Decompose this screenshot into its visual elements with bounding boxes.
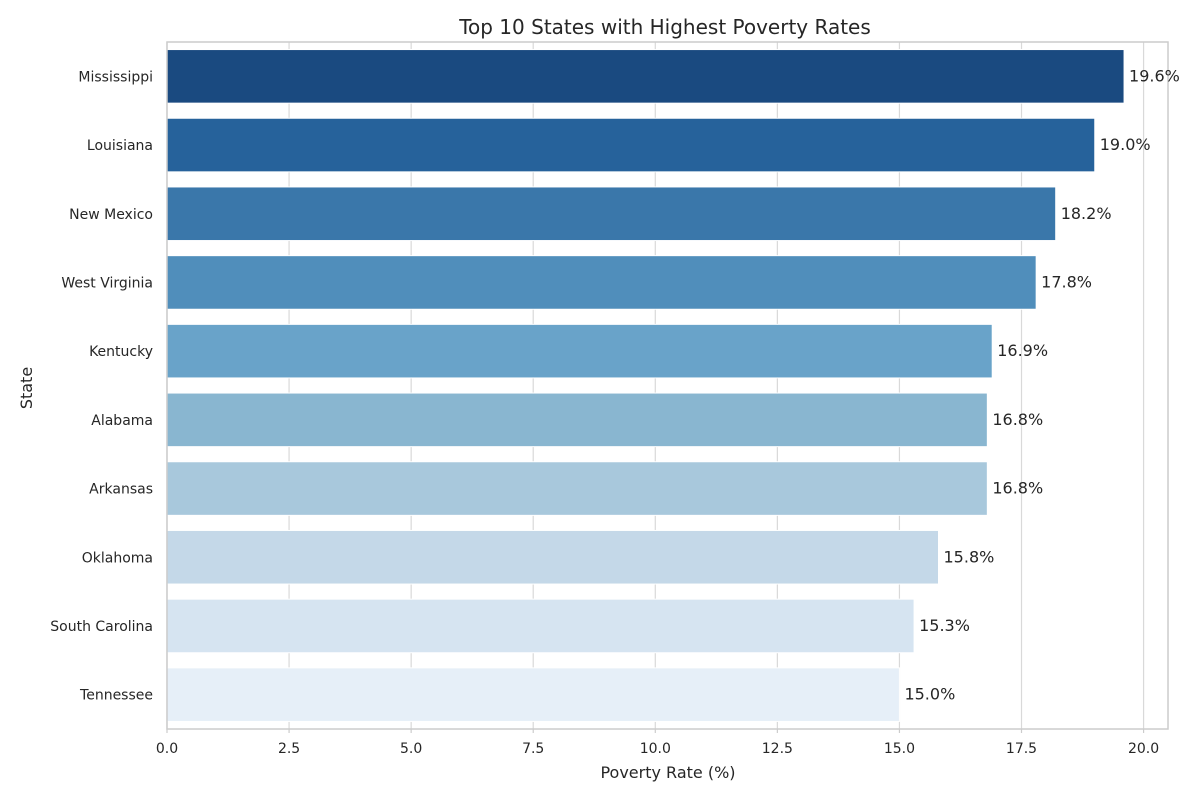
bar [166,117,1096,173]
data-label: 16.9% [997,341,1048,360]
bar [166,461,988,516]
x-tick-label: 15.0 [884,741,915,757]
y-tick-label: Oklahoma [82,550,153,566]
data-label: 17.8% [1041,272,1092,291]
y-tick-label: New Mexico [69,207,153,223]
data-label: 16.8% [992,410,1043,429]
y-tick-label: Alabama [91,413,153,429]
x-tick-label: 17.5 [1006,741,1037,757]
y-tick-label: Mississippi [78,69,153,85]
data-label: 15.8% [944,547,995,566]
x-tick-label: 10.0 [640,741,671,757]
chart-title: Top 10 States with Highest Poverty Rates [458,15,871,39]
data-label: 15.3% [919,616,970,635]
plot-frame [166,41,1169,730]
y-tick-label: Kentucky [89,344,153,360]
x-axis-label: Poverty Rate (%) [600,763,735,782]
y-tick-label: Arkansas [89,482,153,498]
y-tick-label: South Carolina [50,619,153,635]
x-tick-label: 0.0 [156,741,178,757]
x-axis-ticks: 0.0 2.5 5.0 7.5 10.0 12.5 15.0 17.5 20.0 [156,729,1159,757]
bar-layer [166,49,1125,722]
data-label: 16.8% [992,479,1043,498]
x-tick-label: 5.0 [400,741,422,757]
x-tick-label: 7.5 [522,741,544,757]
bar [166,186,1057,242]
bar [166,529,940,585]
y-axis-label: State [17,367,36,409]
data-label: 19.0% [1100,135,1151,154]
data-label: 19.6% [1129,66,1180,85]
bar [166,49,1125,104]
y-tick-label: Tennessee [79,688,153,704]
y-axis-ticks: Mississippi Louisiana New Mexico West Virgi… [50,69,153,703]
bar [166,323,993,379]
data-label: 18.2% [1061,204,1112,223]
y-tick-label: Louisiana [87,138,153,154]
bar [166,255,1037,310]
bar [166,598,915,654]
bar [166,667,900,722]
x-tick-label: 2.5 [278,741,300,757]
data-label: 15.0% [904,685,955,704]
x-tick-label: 12.5 [762,741,793,757]
bar [166,392,988,448]
data-label-layer: 19.6% 19.0% 18.2% 17.8% 16.9% 16.8% 16.8% 15.8%… [904,66,1179,703]
y-tick-label: West Virginia [61,275,153,291]
x-tick-label: 20.0 [1128,741,1159,757]
